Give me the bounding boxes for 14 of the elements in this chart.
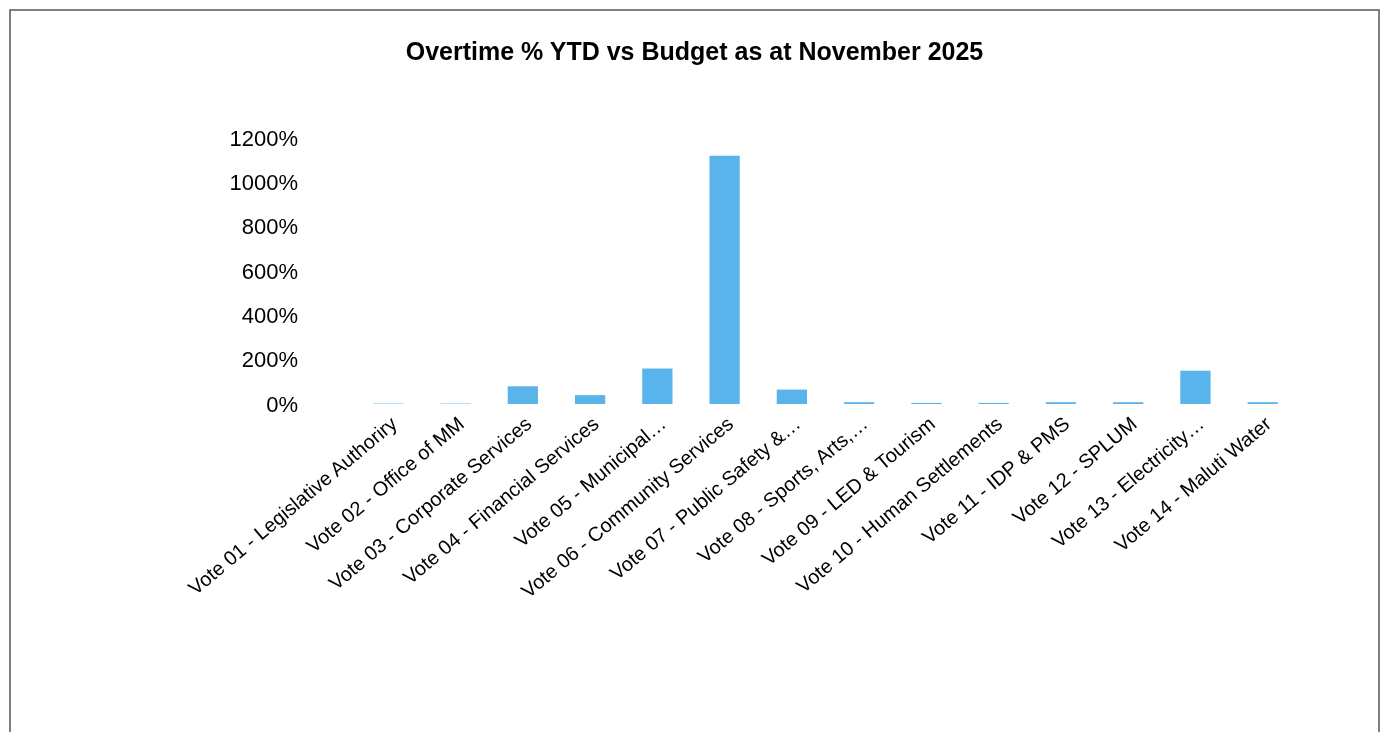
bar [642,368,673,404]
y-tick-label: 600% [241,258,298,284]
y-tick-label: 400% [241,303,298,329]
bar [1180,370,1211,404]
y-tick-label: 200% [241,347,298,373]
bar [507,386,538,404]
y-tick-label: 800% [241,214,298,240]
y-tick-label: 1200% [229,125,298,151]
y-tick-label: 1000% [229,170,298,196]
bar [574,395,606,404]
y-tick-label: 0% [266,391,298,417]
bar [776,389,807,404]
bar [709,155,740,404]
chart-title: Overtime % YTD vs Budget as at November 2025 [405,37,984,65]
